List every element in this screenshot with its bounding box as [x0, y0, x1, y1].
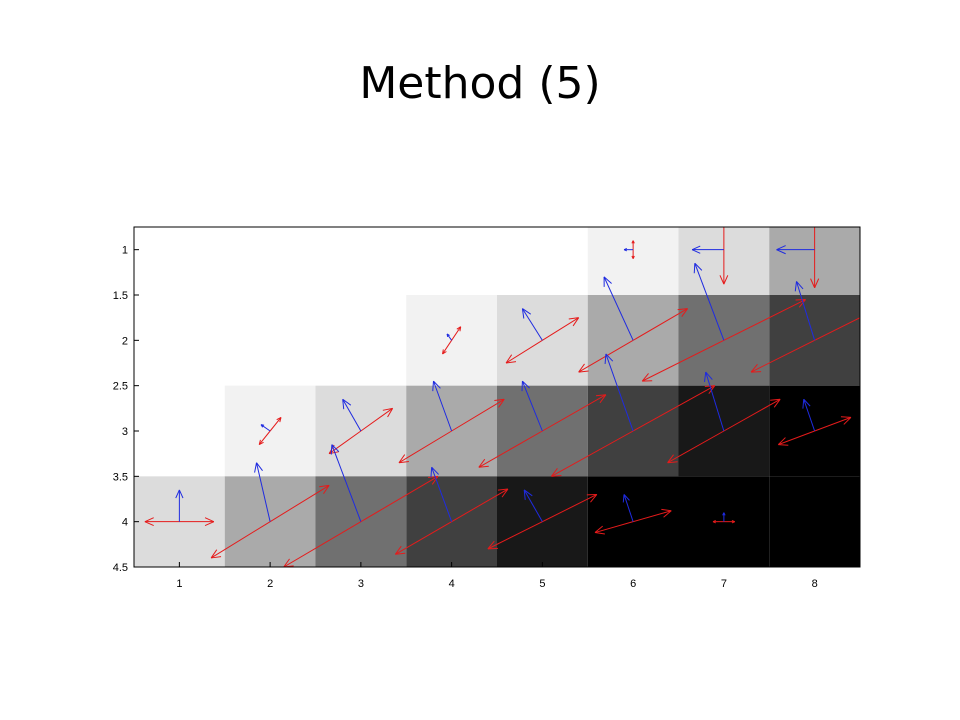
x-tick-label-2: 2	[267, 578, 273, 590]
heatmap-cell-r1-c6	[587, 227, 679, 295]
red-arrow-3	[283, 475, 439, 567]
blue-arrow-1	[175, 489, 184, 522]
red-arrow-13	[667, 398, 781, 464]
red-arrow-1	[144, 517, 215, 527]
x-tick-label-3: 3	[358, 578, 364, 590]
blue-arrow-9	[342, 398, 362, 432]
heatmap-cell-r1-c3	[315, 227, 407, 295]
heatmap-cell-r4-c8	[769, 476, 860, 567]
blue-arrow-15	[446, 333, 453, 341]
y-tick-label-4: 4	[122, 517, 128, 529]
red-arrow-6	[594, 508, 672, 535]
blue-arrow-18	[693, 262, 725, 341]
heatmap-cell-r1-c1	[134, 227, 225, 295]
x-tick-label-5: 5	[539, 578, 545, 590]
red-arrow-8	[258, 416, 282, 446]
blue-arrow-13	[704, 371, 725, 432]
red-arrow-20	[631, 240, 635, 259]
blue-arrow-21	[691, 245, 724, 254]
red-arrow-10	[398, 398, 505, 464]
blue-arrow-11	[521, 380, 543, 432]
x-tick-label-4: 4	[449, 578, 455, 590]
red-arrow-14	[777, 416, 852, 446]
blue-arrow-8	[260, 424, 271, 432]
blue-arrow-14	[802, 398, 816, 432]
y-tick-label-3: 3	[122, 426, 128, 438]
red-arrow-21	[719, 227, 729, 285]
red-arrow-18	[641, 299, 806, 382]
blue-arrow-2	[254, 462, 271, 522]
red-arrow-16	[505, 317, 580, 364]
blue-arrow-20	[623, 247, 634, 252]
heatmap-cells	[134, 227, 860, 567]
axes-frame	[133, 226, 861, 568]
red-arrow-17	[578, 308, 688, 373]
blue-arrow-22	[776, 245, 815, 255]
y-tick-label-1.5: 1.5	[113, 290, 128, 302]
red-arrow-19	[750, 317, 860, 373]
x-tick-label-8: 8	[812, 578, 818, 590]
heatmap-cell-r1-c4	[406, 227, 497, 295]
red-arrow-22	[810, 227, 820, 288]
y-tick-label-4.5: 4.5	[113, 562, 128, 574]
red-arrow-7	[712, 519, 735, 524]
blue-arrow-12	[604, 353, 634, 432]
blue-arrow-5	[523, 489, 543, 522]
heatmap-cell-r2-c2	[224, 295, 316, 386]
heatmap-cell-r3-c1	[134, 385, 225, 477]
axis-ticks: 1 2 3 4 5 6 7 8 1 1.5 2 2.5 3 3.5 4 4.5	[113, 245, 818, 590]
heatmap-cell-r1-c2	[224, 227, 316, 295]
blue-arrow-17	[603, 276, 634, 341]
y-tick-label-2.5: 2.5	[113, 381, 128, 393]
heatmap-cell-r2-c3	[315, 295, 407, 386]
blue-arrow-16	[521, 308, 543, 341]
blue-arrow-3	[330, 444, 362, 522]
slide-title: Method (5)	[359, 58, 601, 109]
blue-arrow-19	[794, 281, 816, 341]
x-tick-label-6: 6	[630, 578, 636, 590]
blue-arrow-4	[430, 466, 453, 522]
red-arrow-2	[210, 484, 330, 559]
red-arrow-11	[478, 394, 607, 468]
y-tick-label-1: 1	[122, 245, 128, 257]
red-arrow-15	[442, 326, 462, 355]
y-tick-label-2: 2	[122, 335, 128, 347]
x-tick-label-7: 7	[721, 578, 727, 590]
heatmap-cell-r1-c5	[497, 227, 588, 295]
red-arrow-5	[487, 493, 598, 550]
y-tick-label-3.5: 3.5	[113, 471, 128, 483]
x-tick-label-1: 1	[176, 578, 182, 590]
vector-arrows	[144, 227, 860, 567]
blue-arrow-7	[722, 512, 726, 522]
red-arrow-4	[394, 488, 509, 555]
blue-arrow-10	[432, 380, 453, 432]
heatmap-cell-r2-c1	[134, 295, 225, 386]
blue-arrow-6	[622, 494, 634, 522]
